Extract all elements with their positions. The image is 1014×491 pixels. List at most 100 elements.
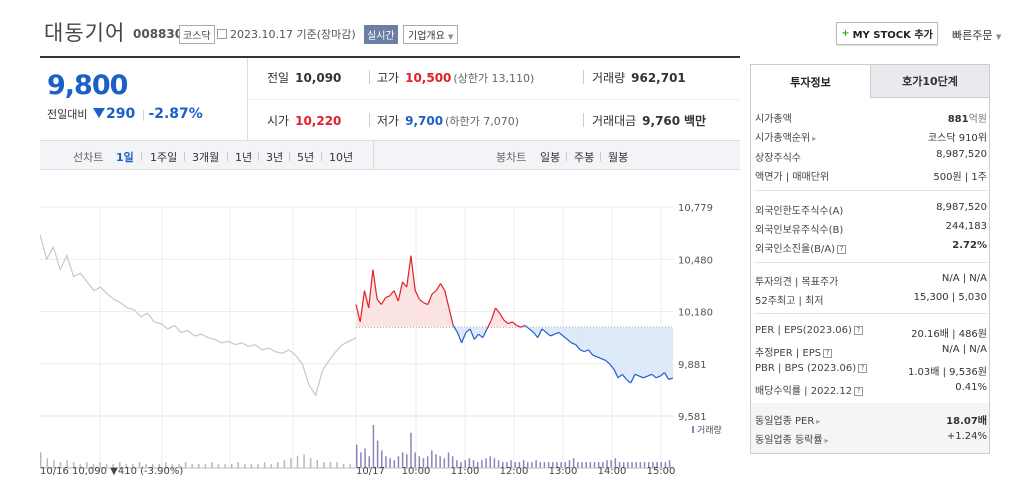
down-area [656, 327, 661, 378]
price-line-down [558, 331, 564, 337]
week52-row: 52주최고 | 최저 15,300 | 5,030 [755, 292, 987, 311]
quick-order-button[interactable]: 빠른주문 ▼ [952, 27, 1001, 43]
price-line-down [571, 342, 577, 346]
volume-bar-today [522, 460, 525, 468]
period-1w[interactable]: 1주일 [150, 151, 178, 164]
period-1y[interactable]: 1년 [235, 151, 253, 164]
volume-bar-today [381, 450, 383, 468]
change-percent: -2.87% [148, 106, 203, 122]
volume-bar-prev [349, 464, 351, 468]
volume-bar-today [539, 462, 542, 468]
volume-bar-prev [283, 460, 286, 468]
volume-bar-today [431, 450, 433, 468]
volume-bar-today [614, 458, 617, 468]
down-area [605, 327, 610, 364]
invest-info-panel: 투자정보 호가10단계 시가총액 881억원 시가총액순위 ▸ 코스닥 910위 상장… [750, 64, 990, 454]
period-10y[interactable]: 10년 [329, 151, 354, 164]
date-info: 2023.10.17 기준(장마감) [217, 26, 356, 42]
help-icon[interactable]: ? [854, 387, 864, 396]
price-line-up [520, 324, 526, 328]
volume-value: 962,701 [631, 71, 686, 85]
down-triangle-icon [92, 108, 105, 118]
divider [373, 141, 374, 169]
price-line-up [448, 307, 454, 326]
divider [289, 152, 290, 161]
shares-label: 상장주식수 [755, 153, 801, 164]
rank-link[interactable]: 시가총액순위 ▸ [755, 129, 816, 144]
rank-value: 코스닥 910위 [927, 133, 987, 144]
volume-bar-prev [72, 462, 75, 468]
volume-bar-today [635, 462, 637, 468]
down-area [546, 327, 551, 336]
help-icon[interactable]: ? [823, 349, 833, 358]
volume-bar-today [577, 462, 579, 468]
market-cap-value: 881억원 [948, 110, 987, 125]
down-area [630, 327, 635, 384]
volume-bar-today [535, 460, 537, 468]
volume-bar-prev [237, 462, 239, 468]
volume-bar-today [401, 452, 404, 468]
volume-bar-prev [125, 464, 128, 468]
volume-bar-prev [171, 464, 174, 468]
price-line-up [393, 290, 399, 302]
volume-bar-today [597, 462, 600, 468]
volume-label: 거래량 [592, 71, 626, 85]
period-3m[interactable]: 3개월 [192, 151, 220, 164]
tab-invest-info[interactable]: 투자정보 [751, 65, 870, 98]
candle-weekly[interactable]: 주봉 [574, 151, 595, 164]
up-area [410, 255, 416, 328]
volume-bar-today [660, 462, 662, 468]
period-1d[interactable]: 1일 [116, 151, 134, 164]
industry-rate-value: +1.24% [946, 431, 987, 442]
price-line-down [478, 333, 484, 339]
price-line-down [473, 333, 480, 340]
company-overview-dropdown[interactable]: 기업개요 ▼ [403, 25, 459, 44]
volume-bar-today [485, 458, 487, 468]
volume-bar-prev [53, 460, 55, 468]
volume-bar-today [610, 460, 612, 468]
realtime-button[interactable]: 실시간 [364, 25, 398, 44]
stock-code: 008830 [133, 27, 184, 41]
chart-period-toolbar: 선차트 1일 1주일 3개월 1년 3년 5년 10년 봉차트 일봉 주봉 월봉 [40, 140, 740, 170]
turnover-value: 9,760 [642, 114, 681, 128]
divider [755, 262, 987, 263]
help-icon[interactable]: ? [858, 364, 868, 373]
company-name: 대동기어 [44, 21, 126, 45]
volume-bar-today [552, 462, 554, 468]
volume-bar-today [564, 462, 567, 468]
volume-bar-today [422, 458, 425, 468]
volume-bar-prev [46, 458, 49, 468]
candle-monthly[interactable]: 월봉 [608, 151, 629, 164]
volume-bar-prev [257, 464, 259, 468]
volume-bar-today [568, 460, 571, 468]
down-area [474, 327, 479, 340]
help-icon[interactable]: ? [837, 245, 847, 254]
price-line-down [638, 375, 644, 379]
volume-bar-prev [329, 462, 332, 468]
line-chart-label[interactable]: 선차트 [73, 151, 104, 164]
candle-daily[interactable]: 일봉 [540, 151, 561, 164]
period-3y[interactable]: 3년 [266, 151, 284, 164]
add-mystock-button[interactable]: + MY STOCK 추가 [836, 22, 938, 45]
volume-bar-prev [145, 464, 147, 468]
industry-rate-link[interactable]: 동일업종 등락률 ▸ [755, 431, 829, 446]
candle-chart-label[interactable]: 봉차트 [496, 151, 527, 164]
volume-bar-prev [158, 464, 160, 468]
volume-bar-today [464, 460, 466, 468]
tab-orderbook[interactable]: 호가10단계 [870, 65, 989, 98]
chevron-down-icon: ▼ [995, 33, 1002, 41]
industry-per-link[interactable]: 동일업종 PER ▸ [755, 412, 820, 427]
divider [369, 113, 370, 127]
market-cap-row: 시가총액 881억원 [755, 110, 987, 129]
price-line-down [604, 359, 610, 365]
period-5y[interactable]: 5년 [297, 151, 315, 164]
down-area [639, 327, 644, 378]
add-mystock-label: MY STOCK 추가 [852, 30, 933, 41]
help-icon[interactable]: ? [853, 326, 863, 335]
divider [184, 152, 185, 161]
volume-bar-today [497, 460, 500, 468]
volume-bar-prev [277, 462, 279, 468]
intraday-chart[interactable]: 10,779 10,480 10,180 9,881 9,581 거래량 10/17 10:0… [39, 190, 740, 491]
volume-bar-today [560, 462, 562, 468]
